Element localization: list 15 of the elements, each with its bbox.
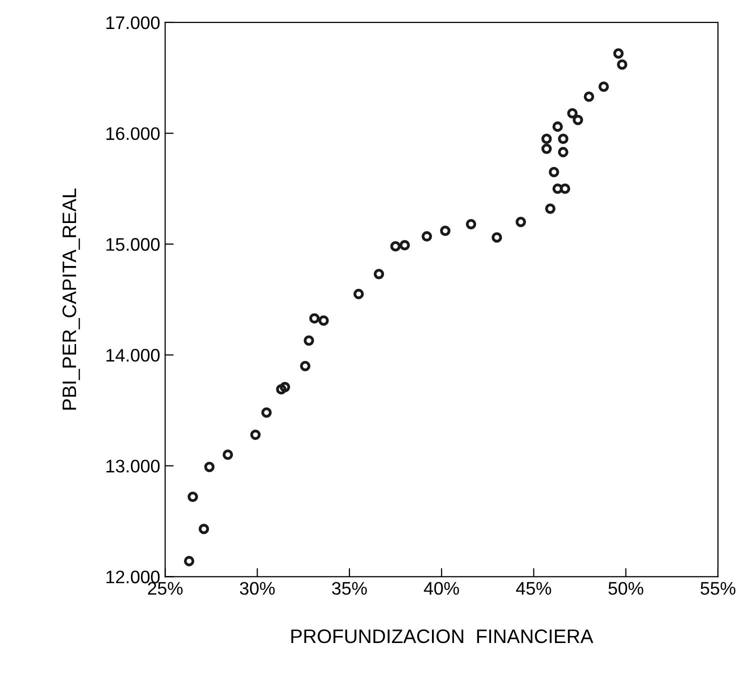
x-tick-label: 40%: [424, 582, 459, 595]
x-tick-label: 55%: [700, 582, 736, 595]
x-tick-label: 50%: [608, 582, 644, 595]
y-tick-label: 15.000: [106, 238, 160, 251]
x-tick-label: 35%: [332, 582, 367, 595]
y-axis-title: PBI_PER_CAPITA_REAL: [62, 188, 80, 410]
y-tick-label: 13.000: [106, 460, 160, 473]
y-tick-label: 16.000: [106, 127, 160, 140]
x-axis-title: PROFUNDIZACION FINANCIERA: [291, 629, 594, 644]
y-tick-label: 17.000: [106, 16, 160, 30]
x-tick-label: 45%: [516, 582, 552, 595]
x-tick-label: 25%: [148, 582, 183, 595]
y-tick-label: 12.000: [106, 570, 160, 584]
y-tick-label: 14.000: [106, 348, 160, 362]
x-tick-label: 30%: [240, 582, 275, 595]
